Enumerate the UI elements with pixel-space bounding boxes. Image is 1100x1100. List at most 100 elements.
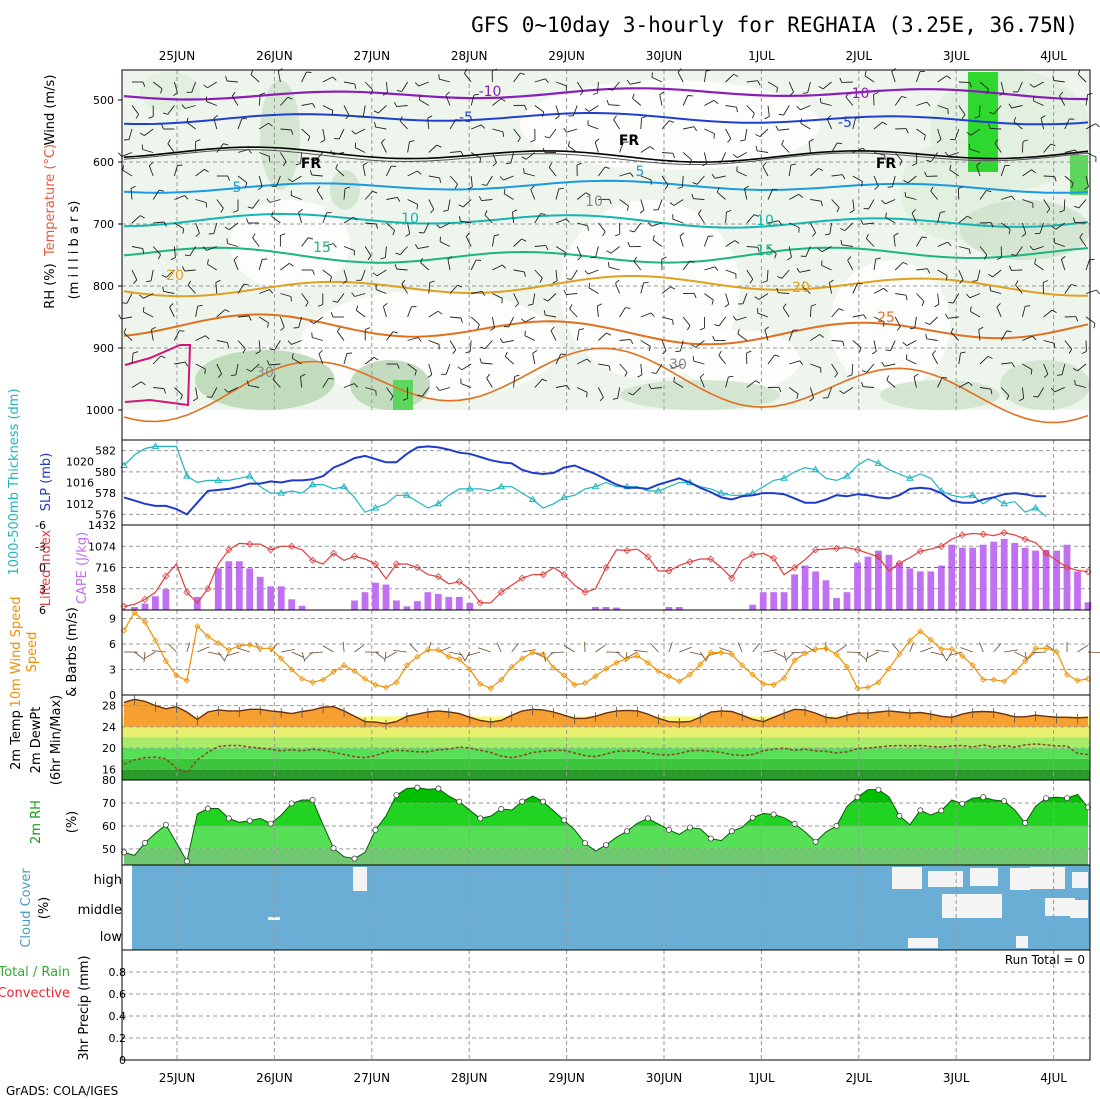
wind-barb [894, 96, 902, 106]
wind-barb-flag [514, 303, 519, 308]
wind-barb-flag [492, 162, 497, 167]
temp-tick-label: 16 [102, 763, 116, 776]
wind-barb [788, 246, 792, 258]
wind-barb-flag [736, 107, 738, 113]
wind-barb-flag [945, 275, 948, 281]
wind-barb-flag [778, 387, 782, 393]
lifted-marker [916, 547, 924, 555]
wind-barb [300, 376, 303, 388]
lifted-marker [853, 546, 862, 554]
wind-barb-flag [948, 301, 954, 304]
wind10-barb [668, 642, 673, 653]
wind-barb [1001, 362, 1013, 365]
wind-barb-flag [672, 153, 675, 159]
wind-barb-flag [1011, 195, 1016, 201]
lifted-line [123, 532, 1089, 608]
wind-barb-flag [374, 122, 377, 128]
cape-bar [1021, 547, 1029, 610]
wind-barb-flag [639, 209, 645, 214]
cape-bar [864, 556, 872, 610]
wind-barb-flag [399, 116, 403, 122]
lifted-marker [560, 571, 568, 579]
wind10-barb [857, 651, 867, 661]
wind10-tick-label: 6 [109, 638, 116, 651]
wind-barb [555, 105, 560, 117]
wind-barb [492, 128, 504, 133]
wind-barb [163, 290, 175, 294]
wind-barb [892, 175, 896, 187]
wind-barb-flag [687, 325, 691, 331]
wind10-tick-label: 0 [109, 689, 116, 702]
wind-barb [449, 150, 461, 153]
cape-bar [812, 571, 819, 610]
wind-barb [661, 175, 669, 186]
wind-barb-flag [258, 186, 263, 190]
wind-barb [913, 376, 917, 388]
wind-barb [930, 152, 938, 162]
wind-barb-flag [213, 115, 218, 119]
wind-barb [258, 94, 261, 106]
lifted-marker [749, 551, 757, 559]
wind-barb-flag [521, 156, 527, 160]
wind10-marker [299, 675, 306, 682]
wind10-barb [309, 651, 324, 654]
wind-barb-flag [881, 361, 885, 367]
wind10-marker [644, 659, 651, 666]
wind-barb-flag [244, 182, 248, 188]
wind10-barb [791, 651, 806, 654]
wind10-barb [168, 643, 177, 653]
wind-barb [259, 152, 270, 157]
wind-barb-flag [819, 97, 822, 103]
cloud-ylabel-unit: (%) [37, 897, 52, 920]
wind-barb-flag [800, 118, 803, 124]
wind-barb [863, 222, 875, 225]
wind-barb [661, 316, 673, 321]
wind10-barb [866, 651, 879, 659]
wind-barb [322, 76, 333, 83]
wind-barb-flag [961, 114, 966, 119]
wind-barb-flag [271, 211, 274, 217]
rh-marker [644, 815, 651, 822]
wind-barb-flag [133, 279, 138, 284]
wind-barb-flag [300, 373, 306, 377]
wind-barb [1079, 237, 1087, 247]
wind-barb-flag [826, 115, 832, 120]
wind-barb-flag [504, 351, 508, 357]
wind-barb [491, 152, 497, 163]
lifted-marker [728, 574, 736, 582]
wind-barb [513, 128, 521, 138]
wind-barb-flag [344, 186, 350, 189]
contour-label: 15 [313, 240, 331, 256]
wind-barb [1000, 222, 1011, 230]
wind-barb-flag [162, 286, 165, 292]
wind-barb [470, 259, 477, 271]
wind-barb-flag [512, 209, 518, 213]
wind-barb-flag [862, 147, 867, 153]
wind-barb [401, 81, 408, 92]
wind-barb [174, 361, 186, 365]
top-date-label: 2JUL [845, 49, 872, 63]
wind-barb-flag [162, 112, 168, 115]
wind-barb [947, 316, 959, 319]
wind-barb-flag [195, 232, 200, 237]
wind-barb-flag [443, 209, 449, 212]
wind-barb [810, 222, 816, 233]
wind-barb [121, 152, 133, 157]
wind-barb-flag [855, 117, 861, 119]
wind-barb-flag [871, 350, 877, 355]
top-date-label: 4JUL [1040, 49, 1067, 63]
wind-barb [206, 101, 217, 106]
rh-marker [456, 798, 463, 805]
wind-barb [884, 363, 896, 367]
wind10-marker [340, 662, 348, 669]
wind-barb [679, 340, 684, 352]
wind-barb [419, 99, 430, 106]
wind-barb-flag [353, 383, 358, 388]
wind-barb [382, 306, 387, 318]
wind-barb-flag [994, 139, 999, 144]
wind-barb-flag [861, 370, 867, 373]
lifted-marker [413, 563, 421, 572]
wind-barb-flag [1006, 330, 1012, 333]
wind-barb-flag [481, 291, 486, 296]
wind-barb [884, 199, 896, 205]
